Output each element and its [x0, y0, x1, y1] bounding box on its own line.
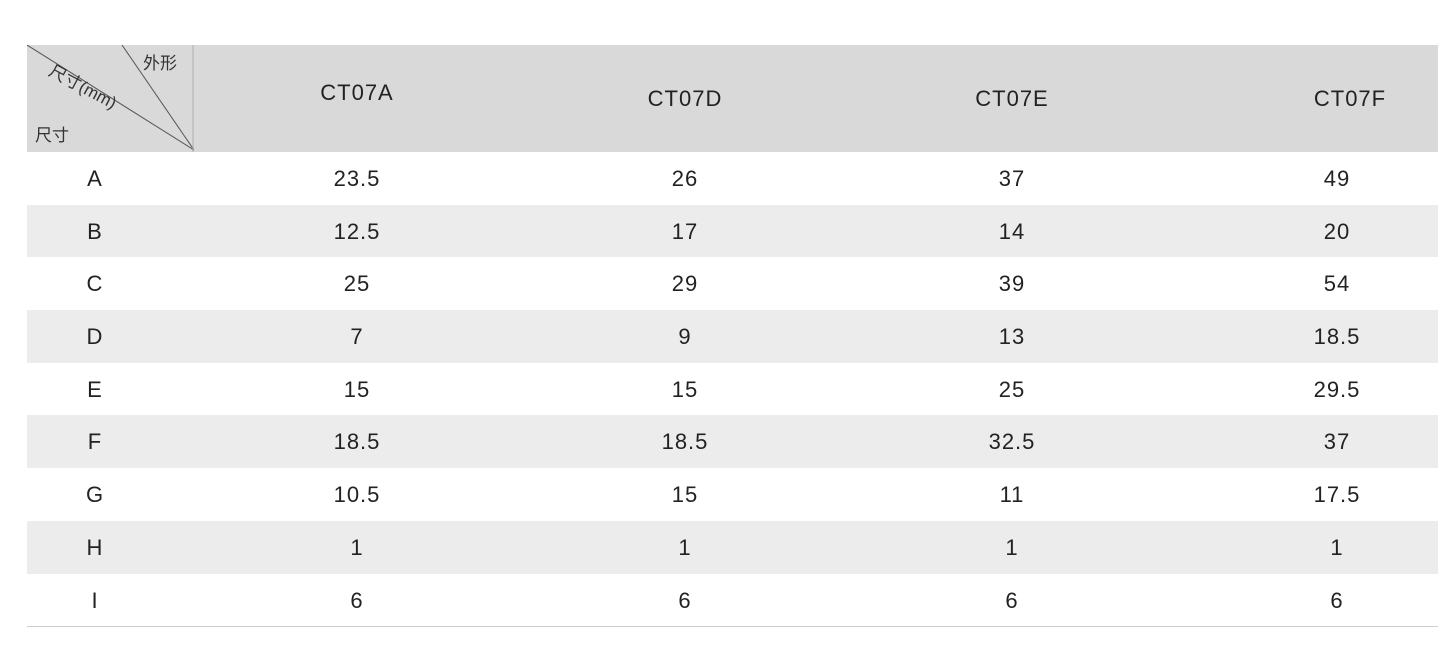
table-row: D 7 9 13 18.5	[27, 310, 1438, 363]
row-label: E	[87, 376, 103, 402]
table-cell: 1	[350, 534, 364, 560]
table-cell: 26	[671, 166, 699, 191]
table-row: G 10.5 15 11 17.5	[27, 468, 1438, 521]
table-cell: 39	[998, 271, 1026, 297]
table-cell: 17.5	[1313, 482, 1361, 508]
table-bottom-border	[27, 626, 1438, 628]
table-cell: 17	[671, 218, 699, 244]
table-cell: 1	[1005, 534, 1019, 560]
table-cell: 37	[1323, 429, 1351, 455]
row-label: B	[87, 218, 103, 244]
table-cell: 12.5	[333, 218, 381, 244]
corner-header-cell: 外形 尺寸(mm) 尺寸	[27, 45, 194, 152]
table-cell: 20	[1323, 218, 1351, 244]
row-label: A	[87, 166, 103, 191]
table-cell: 6	[678, 587, 692, 613]
table-cell: 18.5	[1313, 324, 1361, 350]
table-row: A 23.5 26 37 49	[27, 152, 1438, 205]
table-header: 外形 尺寸(mm) 尺寸 CT07A CT07D CT07E CT07F	[27, 45, 1438, 152]
table-cell: 15	[343, 376, 371, 402]
table-cell: 29	[671, 271, 699, 297]
table-cell: 29.5	[1313, 376, 1361, 402]
corner-shape-label: 外形	[143, 54, 177, 73]
row-label: F	[87, 429, 103, 455]
table-body: A 23.5 26 37 49 B 12.5 17 14 20 C 25 29 …	[27, 152, 1438, 626]
table-row: C 25 29 39 54	[27, 257, 1438, 310]
table-cell: 6	[350, 587, 364, 613]
table-cell: 18.5	[333, 429, 381, 455]
column-header: CT07F	[1313, 86, 1387, 111]
row-label: D	[86, 324, 104, 350]
column-header: CT07E	[975, 86, 1049, 111]
table-row: I 6 6 6 6	[27, 574, 1438, 627]
row-label: G	[85, 482, 105, 508]
row-label: I	[91, 587, 99, 613]
table-row: H 1 1 1 1	[27, 520, 1438, 574]
table-cell: 54	[1323, 271, 1351, 297]
table-cell: 15	[671, 376, 699, 402]
corner-size-label: 尺寸	[35, 126, 69, 145]
table-cell: 32.5	[988, 429, 1036, 455]
row-label: H	[86, 534, 104, 560]
table-row: E 15 15 25 29.5	[27, 363, 1438, 416]
column-header: CT07D	[647, 86, 723, 111]
table-cell: 15	[671, 482, 699, 508]
table-cell: 7	[350, 324, 364, 350]
column-header: CT07A	[320, 80, 394, 105]
table-cell: 25	[998, 376, 1026, 402]
table-cell: 1	[678, 534, 692, 560]
table-cell: 1	[1330, 534, 1344, 560]
table-cell: 23.5	[333, 166, 381, 191]
corner-diagonal-lines	[27, 45, 194, 152]
table-cell: 14	[998, 218, 1026, 244]
table-cell: 11	[999, 482, 1025, 508]
table-cell: 13	[998, 324, 1026, 350]
table-cell: 18.5	[661, 429, 709, 455]
table-cell: 10.5	[333, 482, 381, 508]
table-row: F 18.5 18.5 32.5 37	[27, 415, 1438, 469]
table-cell: 6	[1330, 587, 1344, 613]
spec-table: 外形 尺寸(mm) 尺寸 CT07A CT07D CT07E CT07F A 2…	[27, 45, 1438, 628]
table-cell: 49	[1323, 166, 1351, 191]
table-row: B 12.5 17 14 20	[27, 204, 1438, 258]
table-cell: 37	[998, 166, 1026, 191]
table-cell: 6	[1005, 587, 1019, 613]
table-cell: 9	[678, 324, 692, 350]
row-label: C	[86, 271, 104, 297]
table-cell: 25	[343, 271, 371, 297]
